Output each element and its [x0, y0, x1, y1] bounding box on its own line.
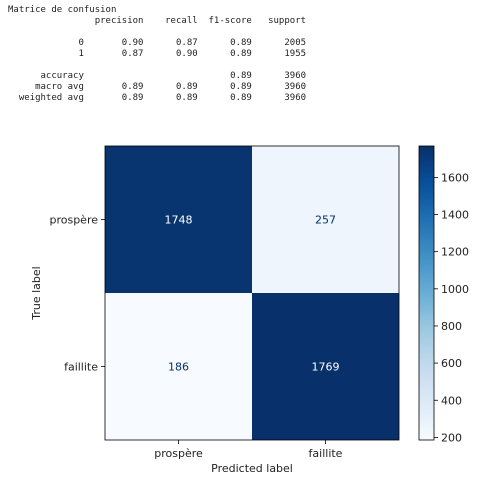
x-axis-label: Predicted label: [211, 462, 293, 475]
colorbar-tick-label: 1400: [441, 209, 469, 222]
colorbar-tick-label: 1600: [441, 171, 469, 184]
x-tick-label: faillite: [309, 447, 343, 460]
cell-value-label: 1748: [165, 214, 193, 227]
colorbar-tick-label: 200: [441, 431, 462, 444]
y-axis-label: True label: [30, 266, 43, 320]
y-tick-label: faillite: [64, 361, 98, 374]
cell-value-label: 1769: [312, 361, 340, 374]
colorbar-tick-label: 600: [441, 357, 462, 370]
x-tick-label: prospère: [154, 447, 203, 460]
cell-value-label: 186: [168, 361, 189, 374]
colorbar-tick-label: 1200: [441, 246, 469, 259]
colorbar-tick-label: 400: [441, 394, 462, 407]
colorbar-tick-label: 1000: [441, 283, 469, 296]
colorbar-tick-label: 800: [441, 320, 462, 333]
cell-value-label: 257: [315, 214, 336, 227]
y-tick-label: prospère: [49, 214, 98, 227]
